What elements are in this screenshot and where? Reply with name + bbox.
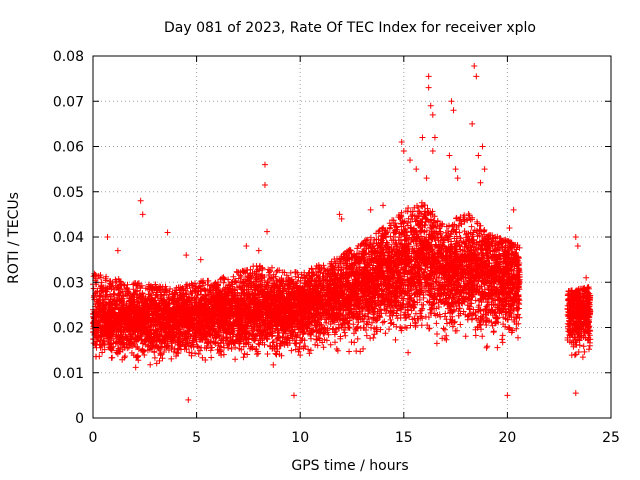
x-axis-label: GPS time / hours — [291, 458, 408, 474]
roti-outlier-point — [572, 390, 579, 397]
y-tick-label: 0.08 — [53, 49, 84, 65]
roti-outlier-point — [572, 234, 579, 240]
y-tick-label: 0.02 — [53, 321, 84, 337]
roti-outlier-point — [583, 274, 590, 281]
y-tick-label: 0 — [75, 411, 84, 427]
roti-outlier-point — [139, 211, 146, 218]
roti-outlier-point — [431, 134, 438, 141]
roti-outlier-point — [261, 181, 268, 188]
roti-outlier-point — [183, 252, 190, 259]
roti-outlier-point — [454, 175, 461, 182]
y-tick-label: 0.01 — [53, 366, 84, 382]
roti-outlier-point — [481, 166, 488, 173]
roti-outlier-point — [261, 161, 268, 168]
roti-outlier-point — [338, 215, 345, 222]
y-axis-label: ROTI / TECUs — [6, 192, 22, 284]
roti-outlier-point — [243, 243, 250, 250]
roti-outlier-point — [448, 98, 455, 105]
roti-outlier-point — [425, 84, 432, 91]
roti-outlier-point — [400, 148, 407, 155]
roti-outlier-point — [506, 224, 513, 231]
roti-outlier-point — [255, 247, 262, 254]
roti-outlier-point — [336, 211, 343, 218]
x-tick-label: 10 — [291, 430, 309, 446]
roti-outlier-point — [479, 143, 486, 150]
chart-title: Day 081 of 2023, Rate Of TEC Index for r… — [164, 20, 536, 36]
roti-outlier-point — [164, 229, 171, 236]
roti-outlier-point — [419, 134, 426, 141]
x-tick-label: 0 — [89, 430, 98, 446]
roti-outlier-point — [290, 392, 297, 399]
roti-outlier-point — [137, 197, 144, 204]
roti-outlier-point — [473, 73, 480, 80]
roti-outlier-point — [407, 157, 414, 164]
roti-outlier-point — [427, 102, 434, 109]
roti-outlier-point — [469, 120, 476, 127]
x-tick-label: 20 — [498, 430, 516, 446]
roti-outlier-point — [425, 73, 432, 80]
roti-outlier-point — [380, 202, 387, 209]
y-tick-label: 0.07 — [53, 94, 84, 110]
roti-outlier-point — [185, 396, 192, 403]
x-tick-label: 25 — [602, 430, 620, 446]
roti-outlier-point — [574, 243, 581, 250]
roti-outlier-point — [114, 247, 121, 254]
roti-outlier-point — [104, 234, 111, 240]
roti-outlier-point — [446, 152, 453, 159]
y-tick-label: 0.04 — [53, 230, 84, 246]
roti-outlier-point — [398, 138, 405, 145]
roti-outlier-point — [504, 392, 511, 399]
x-tick-label: 5 — [192, 430, 201, 446]
roti-point-cloud — [90, 199, 594, 371]
roti-outlier-point — [197, 256, 204, 263]
axis-ticks: 0 5 10 15 20 25 0 0.01 0.02 0.03 0.04 0.05 0.06 0.07 0… — [53, 49, 620, 446]
roti-outlier-point — [429, 148, 436, 155]
roti-outlier-point — [471, 62, 478, 69]
y-tick-label: 0.05 — [53, 185, 84, 201]
roti-outlier-point — [510, 206, 517, 213]
roti-outlier-point — [264, 228, 271, 235]
y-tick-label: 0.03 — [53, 275, 84, 291]
roti-outlier-point — [423, 175, 430, 182]
x-tick-label: 15 — [395, 430, 413, 446]
roti-outlier-point — [477, 179, 484, 186]
roti-outlier-point — [450, 107, 457, 114]
roti-outlier-point — [475, 152, 482, 159]
data-points — [90, 62, 594, 403]
roti-outlier-point — [413, 166, 420, 173]
grid-lines — [93, 56, 611, 418]
roti-outlier-point — [367, 206, 374, 213]
y-tick-label: 0.06 — [53, 140, 84, 156]
roti-outlier-point — [429, 111, 436, 118]
roti-outlier-point — [452, 166, 459, 173]
